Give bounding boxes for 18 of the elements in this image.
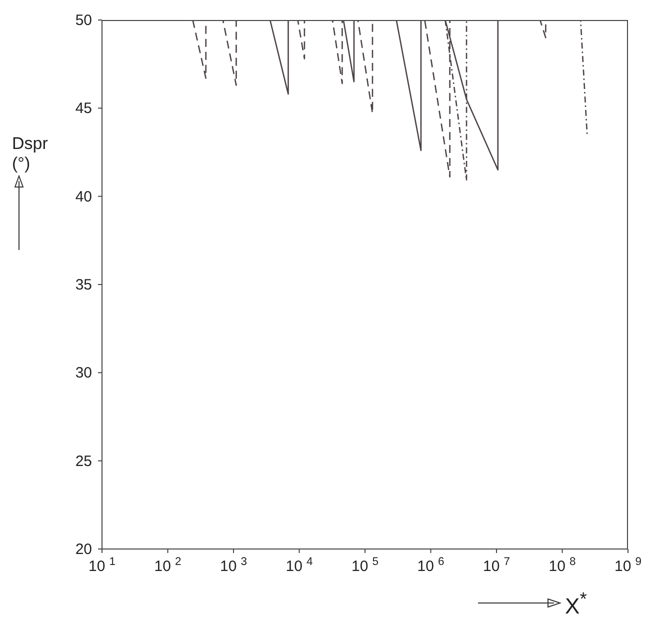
y-tick-label: 50	[75, 12, 92, 29]
y-axis-title: Dspr (°)	[12, 134, 48, 174]
x-tick-label: 10$^{8}$	[548, 556, 576, 575]
x-tick-label: 10$^{6}$	[417, 556, 444, 575]
x-tick-label: 10$^{3}$	[220, 556, 247, 575]
x-tick-label: 10$^{5}$	[352, 556, 378, 575]
x-tick-label: 10$^{1}$	[88, 556, 116, 575]
x-tick-label: 10$^{9}$	[614, 556, 642, 575]
y-tick-label: 20	[75, 541, 92, 558]
y-tick-label: 35	[75, 276, 92, 294]
y-tick-label: 40	[75, 188, 92, 206]
x-tick-label: 10$^{4}$	[286, 556, 313, 575]
y-tick-label: 25	[75, 452, 92, 470]
x-tick-label: 10$^{2}$	[154, 556, 182, 575]
x-tick-label: 10$^{7}$	[483, 556, 510, 575]
y-tick-label: 30	[75, 364, 92, 382]
x-axis-title: X$^{*}$	[565, 588, 587, 618]
y-tick-label: 45	[75, 100, 92, 118]
